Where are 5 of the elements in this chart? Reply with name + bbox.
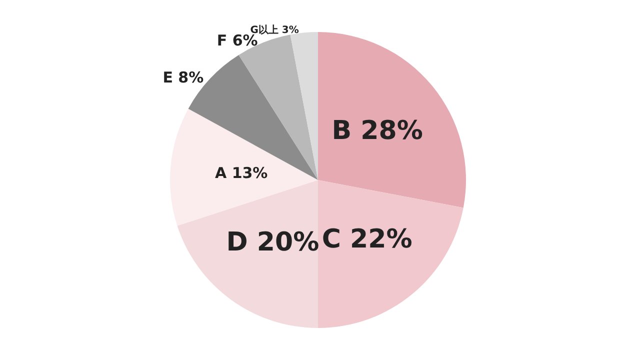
slice-label: E 8% (162, 68, 204, 86)
slice-label: B 28% (332, 116, 423, 146)
slice-label: C 22% (322, 224, 412, 254)
slice-label: D 20% (226, 227, 320, 258)
slice-label: A 13% (214, 164, 268, 182)
